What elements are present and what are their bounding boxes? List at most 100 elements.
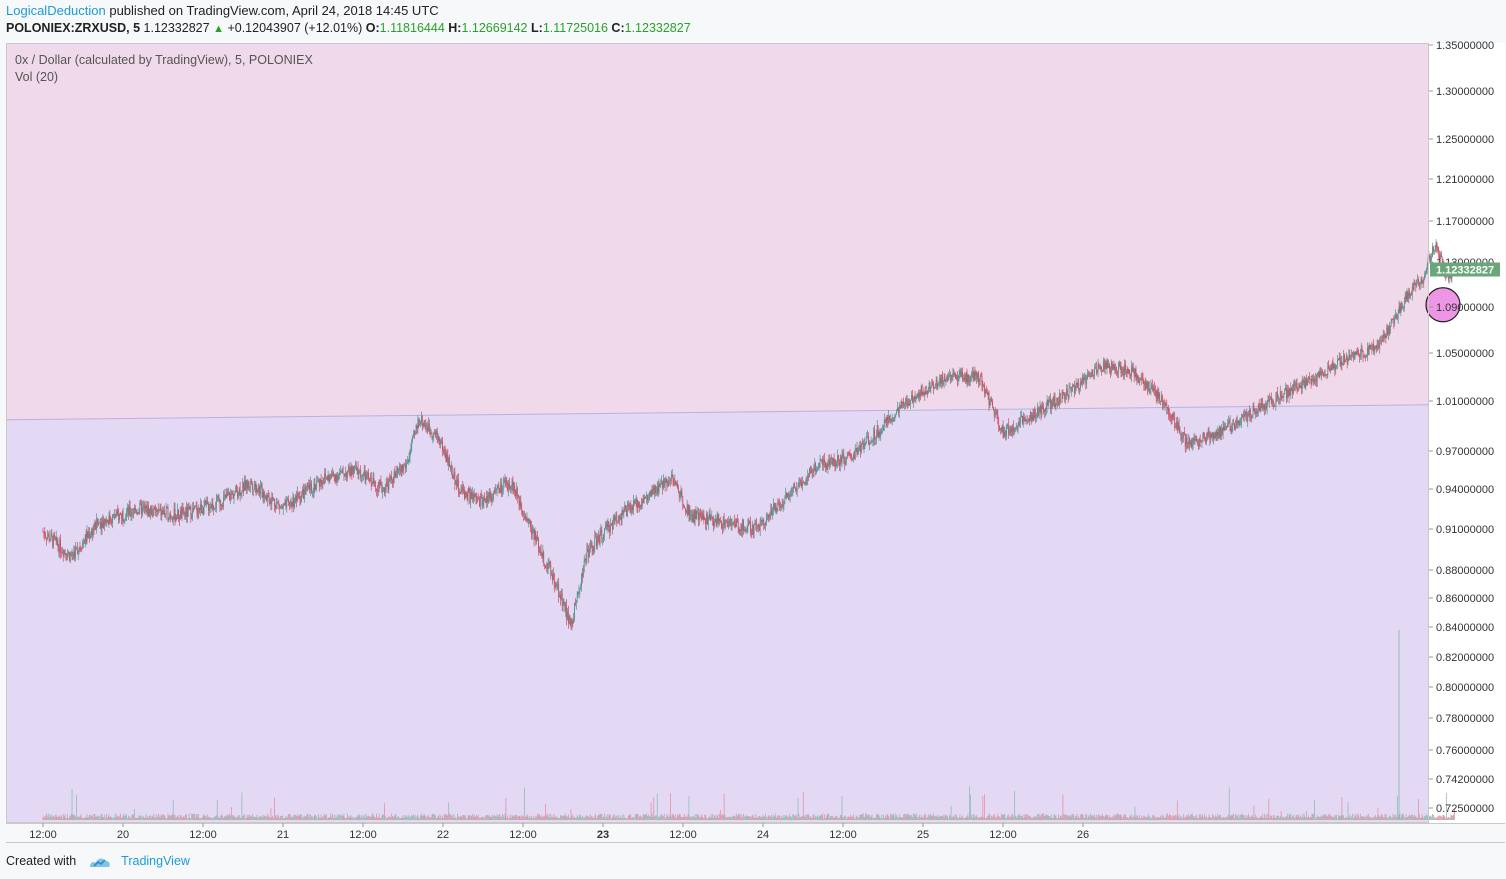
- candle-body: [1180, 433, 1182, 440]
- candle-body: [947, 376, 949, 381]
- horizontal-trend-line[interactable]: [6, 404, 1429, 421]
- candle-body: [649, 491, 651, 495]
- candle-body: [1001, 424, 1003, 431]
- series-title[interactable]: 0x / Dollar (calculated by TradingView),…: [15, 53, 313, 67]
- candle-body: [1125, 370, 1127, 372]
- candle-body: [296, 495, 297, 501]
- candle-body: [993, 407, 994, 410]
- candle-body: [1218, 432, 1220, 438]
- candle-body: [761, 519, 763, 522]
- candle-body: [1334, 364, 1336, 371]
- candle-body: [589, 541, 591, 549]
- candle-body: [663, 479, 665, 486]
- volume-study-label[interactable]: Vol (20): [15, 70, 59, 84]
- candle-body: [846, 457, 847, 461]
- candle-body: [1336, 365, 1337, 366]
- candle-body: [264, 497, 266, 499]
- candle-body: [1381, 340, 1382, 341]
- candle-body: [984, 385, 985, 394]
- candle-body: [180, 510, 182, 519]
- candle-body: [1082, 377, 1084, 382]
- candle-body: [334, 476, 336, 482]
- candle-body: [117, 510, 119, 514]
- candle-body: [967, 374, 969, 383]
- candle-body: [989, 404, 991, 406]
- candle-body: [277, 502, 279, 503]
- candle-body: [614, 517, 616, 520]
- candle-body: [338, 474, 340, 478]
- candle-body: [153, 506, 155, 515]
- highlight-circle[interactable]: [1425, 287, 1461, 323]
- candle-body: [416, 425, 418, 429]
- candle-body: [1212, 432, 1213, 438]
- candle-body: [1435, 242, 1437, 249]
- candle-body: [606, 524, 608, 528]
- candle-body: [625, 505, 626, 510]
- candle-body: [1081, 377, 1083, 385]
- candle-body: [804, 482, 806, 484]
- candle-body: [1004, 430, 1006, 432]
- candle-body: [573, 619, 575, 623]
- candle-body: [1110, 369, 1111, 373]
- candle-body: [1391, 319, 1393, 322]
- candle-body: [1358, 352, 1359, 355]
- published-text: published on TradingView.com, April 24, …: [105, 3, 439, 18]
- candle-body: [941, 374, 943, 385]
- candle-body: [435, 431, 436, 435]
- candle-body: [1429, 255, 1431, 262]
- candle-body: [113, 514, 115, 518]
- price-tick-label: 0.91000000: [1436, 524, 1494, 536]
- candle-body: [367, 472, 369, 477]
- candle-body: [1036, 417, 1037, 418]
- candle-body: [1297, 389, 1299, 391]
- candle-body: [608, 522, 610, 527]
- candle-body: [323, 481, 325, 483]
- candle-body: [191, 517, 193, 519]
- candle-body: [881, 431, 883, 433]
- candle-body: [351, 466, 353, 474]
- candle-body: [1178, 422, 1180, 429]
- candle-body: [1319, 371, 1321, 377]
- candle-body: [1337, 359, 1339, 361]
- candle-body: [373, 478, 375, 482]
- candle-body: [1200, 441, 1202, 443]
- candle-body: [707, 516, 709, 525]
- candle-body: [690, 516, 692, 520]
- candle-body: [1147, 381, 1149, 390]
- candle-body: [399, 466, 400, 470]
- candle-body: [725, 521, 727, 523]
- candle-body: [231, 492, 233, 495]
- tradingview-link[interactable]: TradingView: [121, 854, 190, 868]
- candle-body: [1114, 368, 1116, 371]
- candle-body: [639, 506, 641, 509]
- candle-body: [1048, 400, 1050, 404]
- candle-body: [252, 484, 253, 490]
- candle-body: [123, 520, 125, 522]
- candle-body: [980, 376, 982, 377]
- candle-body: [1015, 427, 1016, 429]
- candle-body: [663, 479, 664, 489]
- candle-body: [899, 406, 901, 408]
- candle-body: [120, 514, 122, 519]
- candle-body: [440, 442, 442, 445]
- author-link[interactable]: LogicalDeduction: [6, 3, 106, 18]
- candle-body: [461, 486, 463, 490]
- candle-body: [952, 373, 954, 375]
- candle-body: [781, 505, 783, 507]
- candle-body: [1280, 391, 1282, 395]
- candle-body: [263, 492, 265, 499]
- candle-body: [1035, 415, 1037, 418]
- candle-body: [1122, 368, 1124, 373]
- candle-body: [992, 400, 993, 408]
- candle-body: [814, 463, 816, 467]
- price-axis-area[interactable]: [1429, 43, 1505, 823]
- candle-body: [526, 518, 528, 520]
- candle-body: [744, 529, 746, 532]
- candle-body: [168, 519, 170, 521]
- candle-body: [47, 534, 49, 537]
- candle-body: [1214, 433, 1216, 439]
- price-tick-label: 0.72500000: [1436, 803, 1494, 815]
- candle-body: [67, 554, 69, 558]
- candle-body: [615, 515, 617, 518]
